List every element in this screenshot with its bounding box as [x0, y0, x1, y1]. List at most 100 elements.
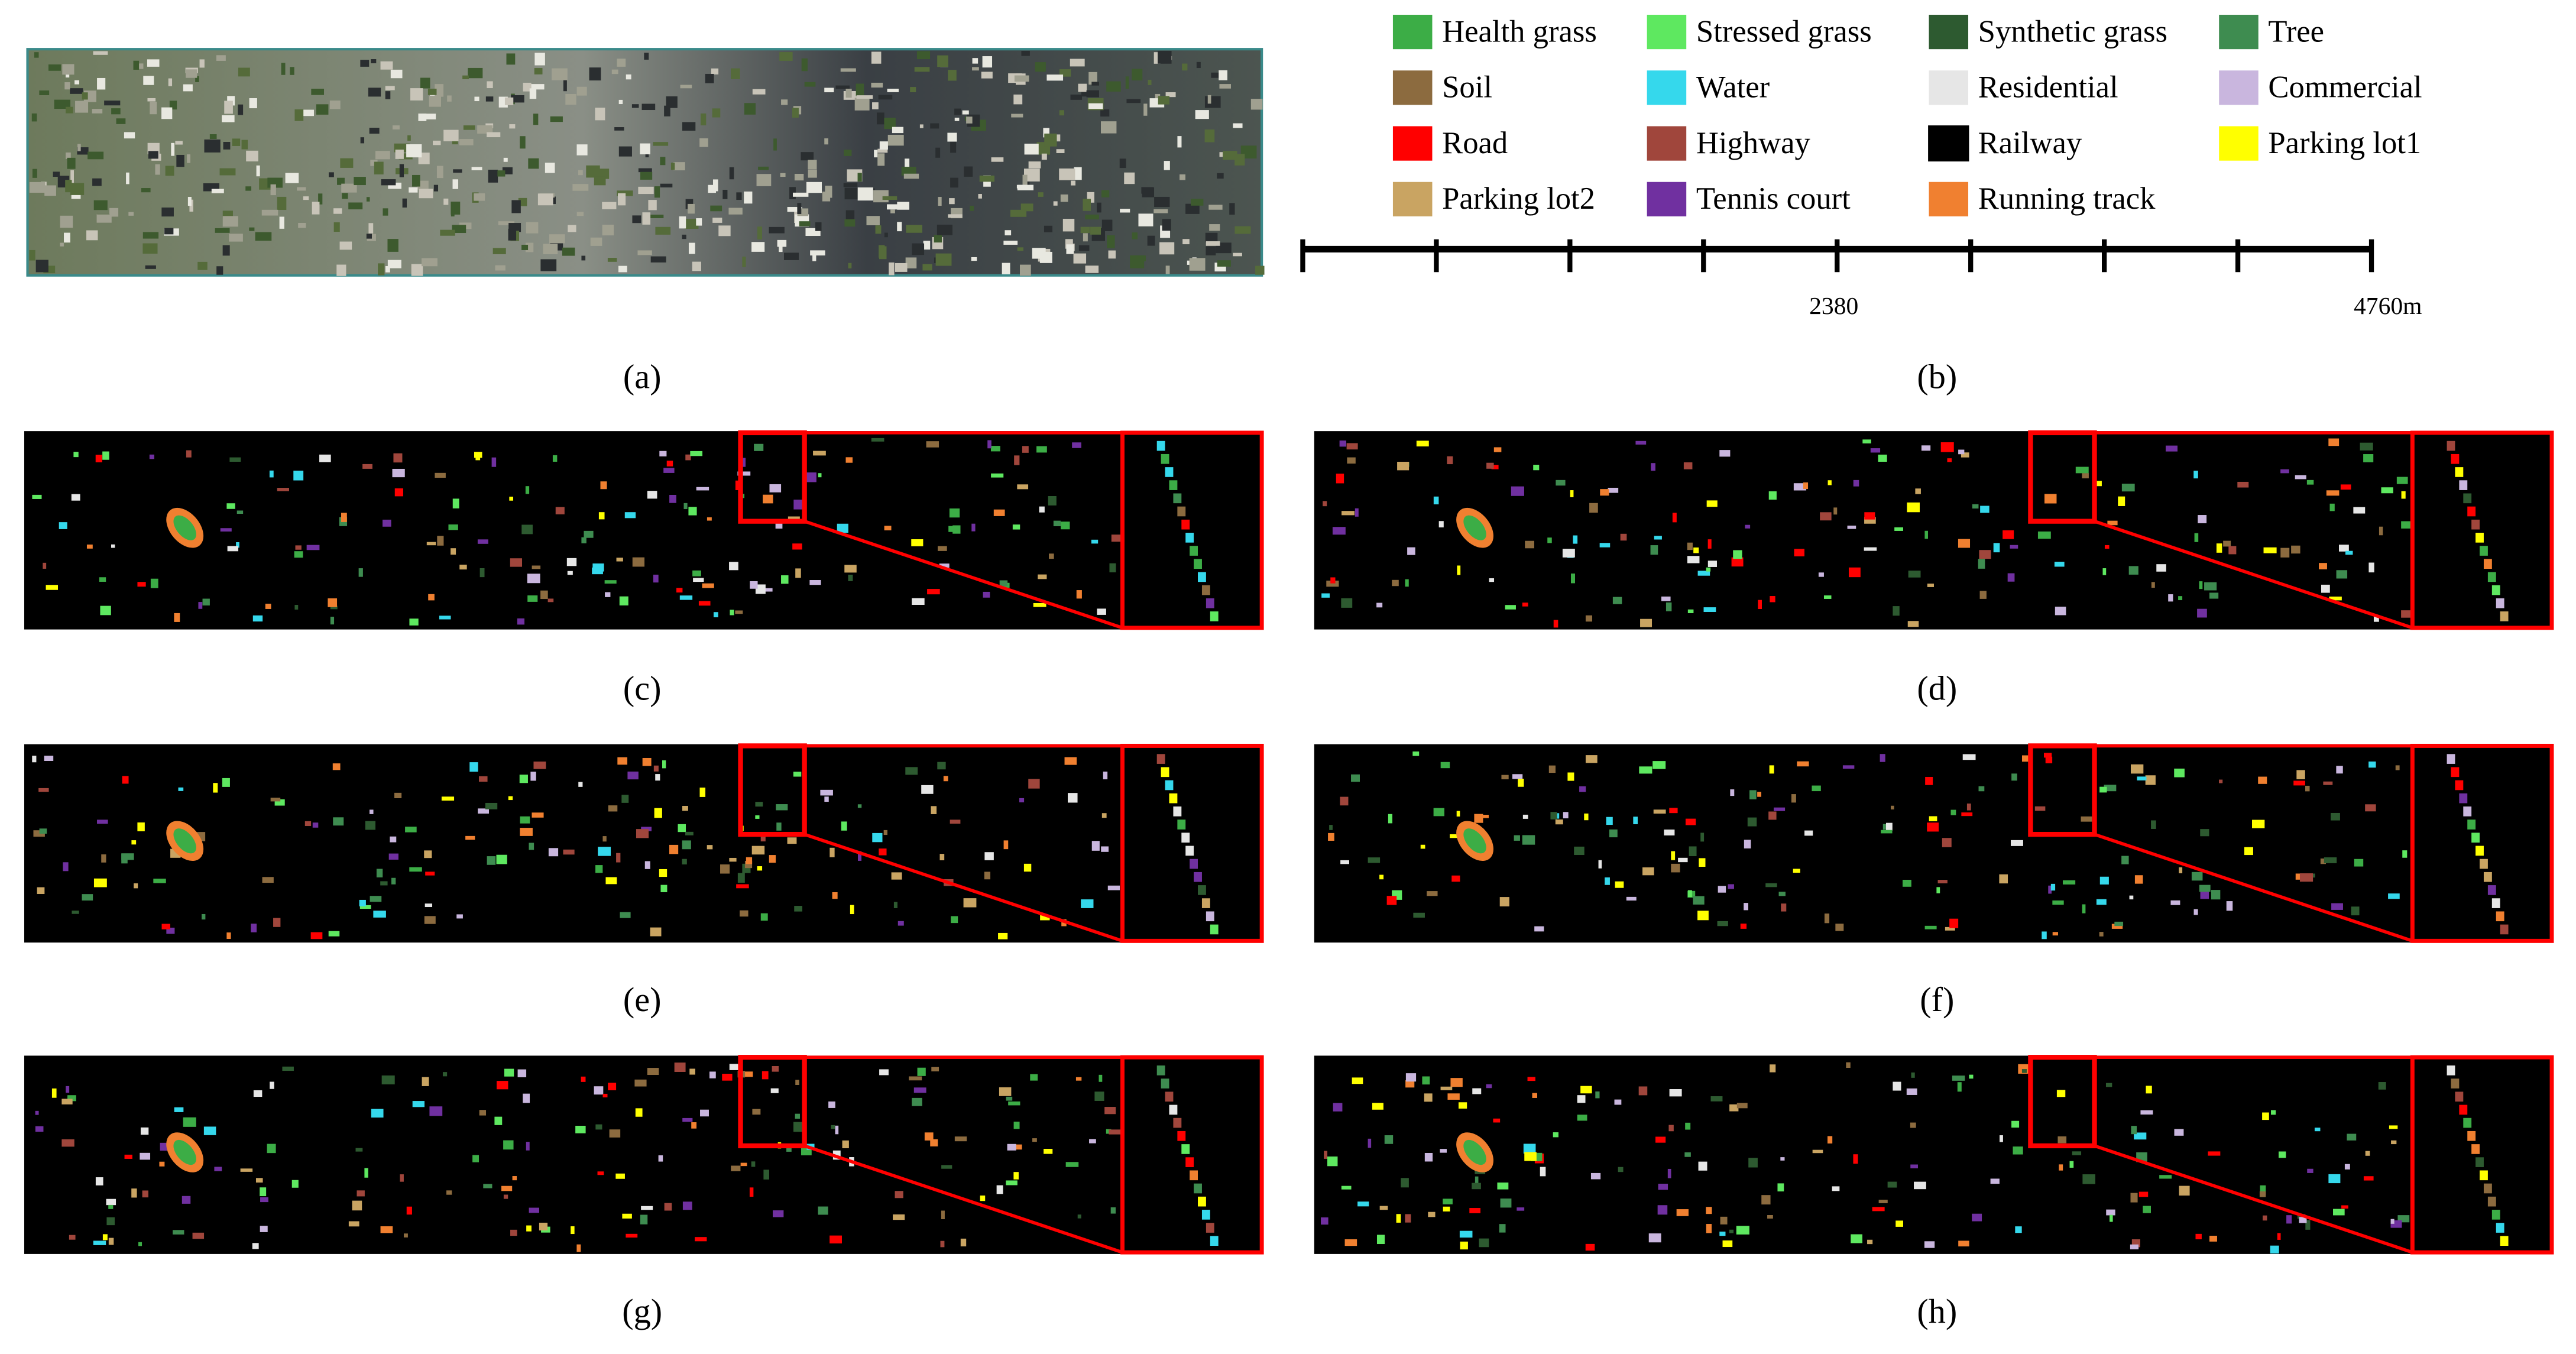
class-patch: [341, 513, 347, 522]
class-patch: [160, 1142, 167, 1151]
class-patch: [1433, 808, 1445, 817]
class-patch: [479, 1110, 487, 1116]
texture: [1135, 255, 1146, 261]
texture: [395, 150, 404, 159]
class-patch: [1352, 1077, 1363, 1084]
class-patch: [2199, 581, 2203, 589]
class-patch: [442, 1072, 448, 1077]
class-patch: [503, 1194, 508, 1199]
inset-patch: [2463, 1117, 2472, 1128]
texture: [808, 160, 817, 170]
texture: [96, 214, 112, 223]
inset-patch: [1185, 846, 1194, 856]
class-patch: [451, 548, 456, 555]
class-patch: [2045, 756, 2053, 763]
class-patch: [2130, 1193, 2138, 1203]
class-patch: [950, 819, 961, 824]
texture: [277, 196, 287, 210]
class-patch: [669, 844, 679, 854]
class-patch: [1961, 452, 1969, 458]
class-patch: [2204, 582, 2217, 591]
class-patch: [1505, 605, 1516, 610]
texture: [86, 230, 98, 241]
classification-map: [1314, 430, 2554, 630]
class-patch: [2110, 1214, 2113, 1222]
class-patch: [1081, 899, 1094, 908]
class-patch: [425, 872, 435, 876]
class-patch: [222, 778, 230, 787]
texture: [1204, 129, 1215, 142]
legend-label: Railway: [1978, 126, 2082, 160]
texture: [699, 138, 708, 147]
inset-patch: [1201, 898, 1210, 908]
texture: [981, 72, 993, 79]
class-patch: [805, 472, 816, 482]
class-patch: [818, 473, 822, 478]
class-patch: [2193, 909, 2198, 915]
texture: [563, 79, 567, 92]
texture: [385, 86, 395, 90]
texture: [801, 58, 808, 72]
texture: [485, 96, 494, 102]
class-patch: [761, 588, 773, 592]
texture: [824, 138, 828, 145]
class-patch: [2099, 786, 2107, 793]
texture: [390, 69, 403, 79]
texture: [871, 82, 883, 88]
class-patch: [359, 905, 371, 909]
class-patch: [2043, 753, 2052, 758]
texture: [937, 224, 952, 235]
class-patch: [883, 830, 887, 835]
texture: [611, 69, 618, 74]
class-patch: [2003, 530, 2014, 539]
class-patch: [608, 1083, 617, 1090]
texture: [533, 114, 539, 125]
class-patch: [641, 827, 652, 831]
class-patch: [1563, 812, 1569, 819]
texture: [1043, 128, 1049, 138]
class-patch: [131, 840, 137, 845]
class-patch: [1379, 1206, 1388, 1210]
class-patch: [1405, 1214, 1411, 1223]
texture: [1126, 99, 1141, 103]
texture: [903, 173, 919, 179]
class-patch: [547, 598, 554, 603]
legend-label: Soil: [1442, 70, 1492, 105]
texture: [453, 169, 462, 173]
inset-patch: [2455, 467, 2464, 477]
inset-patch: [2496, 598, 2504, 608]
class-patch: [1966, 803, 1971, 811]
class-patch: [529, 1207, 540, 1213]
class-patch: [841, 821, 847, 831]
class-patch: [1384, 1135, 1394, 1144]
class-patch: [627, 771, 639, 780]
class-patch: [626, 1233, 638, 1238]
class-patch: [1937, 880, 1948, 883]
inset-patch: [1156, 754, 1165, 764]
inset-patch: [1210, 611, 1219, 621]
class-patch: [751, 1161, 756, 1167]
texture: [360, 60, 370, 67]
texture: [792, 108, 799, 118]
texture: [1209, 224, 1220, 231]
class-patch: [775, 520, 783, 529]
class-patch: [2365, 804, 2376, 812]
texture: [1206, 241, 1220, 246]
map-background: [1314, 1055, 2554, 1254]
class-patch: [236, 542, 239, 548]
class-patch: [1707, 539, 1712, 549]
texture: [700, 113, 707, 126]
texture: [905, 257, 917, 268]
class-patch: [1684, 1152, 1691, 1157]
class-patch: [2052, 932, 2058, 936]
texture: [712, 218, 722, 223]
class-patch: [2305, 785, 2310, 792]
texture: [219, 168, 236, 176]
zoom-box: [2028, 430, 2097, 524]
texture: [1035, 62, 1046, 72]
classification-map: [24, 1055, 1264, 1255]
texture: [65, 180, 72, 193]
texture: [901, 167, 916, 176]
texture: [168, 78, 173, 86]
class-patch: [1640, 618, 1652, 627]
